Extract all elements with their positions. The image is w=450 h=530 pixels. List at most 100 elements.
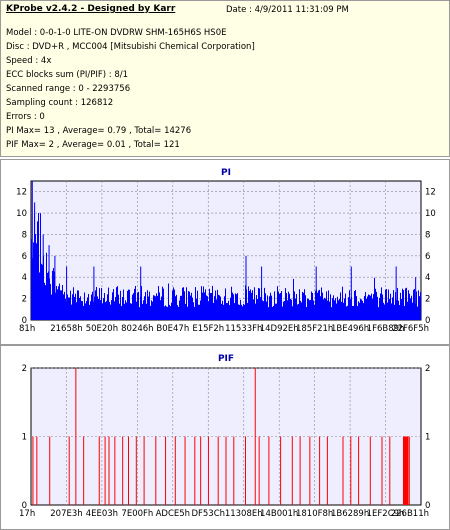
info-disc: Disc : DVD+R , MCC004 [Mitsubishi Chemic… [6, 42, 255, 52]
pi-bar [343, 302, 344, 320]
pi-bar [382, 294, 383, 320]
pi-bar [296, 294, 297, 320]
x-tick-label: 207E3h [50, 509, 82, 519]
pi-bar [108, 287, 109, 320]
pi-bar [167, 306, 168, 320]
pi-bar [210, 293, 211, 320]
pi-bar [128, 289, 129, 320]
pi-bar [280, 293, 281, 320]
pi-bar [264, 287, 265, 320]
pi-bar [95, 290, 96, 320]
pi-bar [174, 289, 175, 320]
info-panel: KProbe v2.4.2 - Designed by Karr Date : … [0, 0, 450, 157]
pi-bar [226, 303, 227, 320]
pi-bar [64, 291, 65, 320]
chart-title: PI [221, 168, 231, 178]
info-model: Model : 0-0-1-0 LITE-ON DVDRW SHM-165H6S… [6, 28, 227, 38]
pi-bar [411, 295, 412, 320]
pi-bar [35, 234, 36, 320]
pi-bar [376, 291, 377, 320]
pi-bar [375, 288, 376, 320]
pi-bar [292, 306, 293, 320]
x-tick-label: 4EE03h [86, 509, 118, 519]
pi-bar [65, 298, 66, 320]
pi-bar [102, 303, 103, 320]
pi-bar [269, 296, 270, 320]
pi-bar [221, 303, 222, 320]
pi-bar [397, 288, 398, 320]
pi-bar [363, 303, 364, 320]
pi-bar [240, 299, 241, 320]
pi-bar [231, 286, 232, 320]
pi-bar [336, 303, 337, 320]
pi-spike [54, 255, 56, 320]
pi-bar [380, 293, 381, 320]
pi-bar [86, 301, 87, 320]
pi-bar [229, 305, 230, 320]
x-tick-label: 14B001h [260, 509, 298, 519]
pi-bar [378, 307, 379, 320]
pi-bar [299, 289, 300, 320]
pi-bar [63, 294, 64, 320]
pi-bar [173, 287, 174, 320]
pi-bar [134, 288, 135, 320]
app-title: KProbe v2.4.2 - Designed by Karr [6, 4, 176, 14]
pif-chart: PIF 0 0 1 1 2 2 17h 207E3h 4EE03h 7E00Fh ADCE5h DF53… [19, 354, 430, 519]
pi-spike [42, 234, 44, 320]
pi-bar [161, 296, 162, 320]
pi-bar [80, 296, 81, 320]
pi-bar [90, 301, 91, 320]
pi-bar [81, 300, 82, 320]
pi-bar [149, 291, 150, 320]
pi-bar [107, 294, 108, 320]
pi-bar [325, 298, 326, 320]
pi-bar [99, 288, 100, 320]
pi-bar [268, 307, 269, 320]
pi-bar [270, 292, 271, 320]
pi-bar [187, 306, 188, 320]
pi-bar [79, 297, 80, 320]
pi-bar [103, 298, 104, 320]
pi-bar [352, 306, 353, 320]
pi-bar [412, 302, 413, 320]
pi-bar [205, 289, 206, 320]
pi-bar [241, 304, 242, 320]
pi-bar [356, 296, 357, 320]
info-ecc: ECC blocks sum (PI/PIF) : 8/1 [6, 70, 129, 80]
pi-bar [383, 302, 384, 320]
pi-bar [342, 286, 343, 320]
pi-bar [177, 305, 178, 320]
pi-bar [251, 292, 252, 320]
pi-bar [406, 287, 407, 320]
pi-bar [154, 295, 155, 320]
pi-bar [219, 295, 220, 320]
pi-bar [345, 293, 346, 320]
pi-bar [144, 296, 145, 320]
pi-bar [33, 242, 34, 320]
pi-bar [370, 295, 371, 320]
y-tick-label: 2 [22, 295, 27, 305]
pi-bar [68, 297, 69, 320]
y-tick-label: 0 [22, 316, 27, 326]
pi-bar [156, 293, 157, 320]
pi-bar [227, 303, 228, 320]
pi-bar [184, 291, 185, 320]
pi-bar [224, 296, 225, 320]
pi-bar [357, 306, 358, 320]
pi-bar [238, 304, 239, 320]
pi-bar [132, 294, 133, 320]
pi-bar [59, 283, 60, 320]
pi-bar [319, 289, 320, 320]
pi-bar [353, 305, 354, 320]
pi-bar [181, 295, 182, 320]
pi-bar [98, 298, 99, 320]
x-tick-label: 1F6B89h [367, 324, 405, 334]
pi-spike [261, 266, 263, 320]
pi-bar [119, 303, 120, 320]
pi-bar [191, 292, 192, 320]
pi-bar [165, 305, 166, 320]
pi-bar [289, 293, 290, 320]
pi-bar [340, 292, 341, 320]
pi-bar [341, 301, 342, 320]
pi-bar [419, 296, 420, 320]
